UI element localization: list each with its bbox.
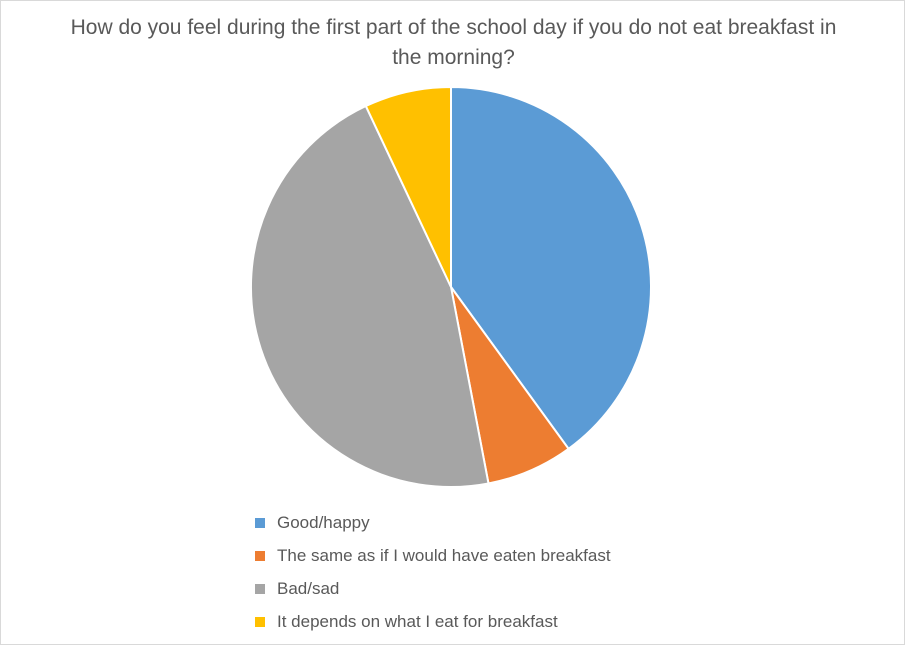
pie-slice-bad-sad — [250, 104, 490, 488]
legend-entry-same: The same as if I would have eaten breakf… — [255, 539, 611, 572]
pie-chart — [250, 85, 652, 488]
legend-swatch — [255, 550, 265, 561]
legend-label: The same as if I would have eaten breakf… — [277, 545, 611, 565]
chart-title: How do you feel during the first part of… — [70, 16, 837, 69]
legend-label: Good/happy — [277, 512, 370, 532]
legend-entry-good-happy: Good/happy — [255, 506, 611, 539]
pie-slice-depends — [364, 85, 452, 288]
legend-swatch — [255, 517, 265, 528]
legend-swatch — [255, 616, 265, 627]
legend: Good/happy The same as if I would have e… — [255, 506, 611, 638]
legend-entry-bad-sad: Bad/sad — [255, 572, 611, 605]
pie-slice-good-happy — [450, 85, 652, 451]
legend-label: Bad/sad — [277, 578, 340, 598]
legend-label: It depends on what I eat for breakfast — [277, 611, 558, 631]
legend-swatch — [255, 583, 265, 594]
legend-entry-depends: It depends on what I eat for breakfast — [255, 605, 611, 638]
